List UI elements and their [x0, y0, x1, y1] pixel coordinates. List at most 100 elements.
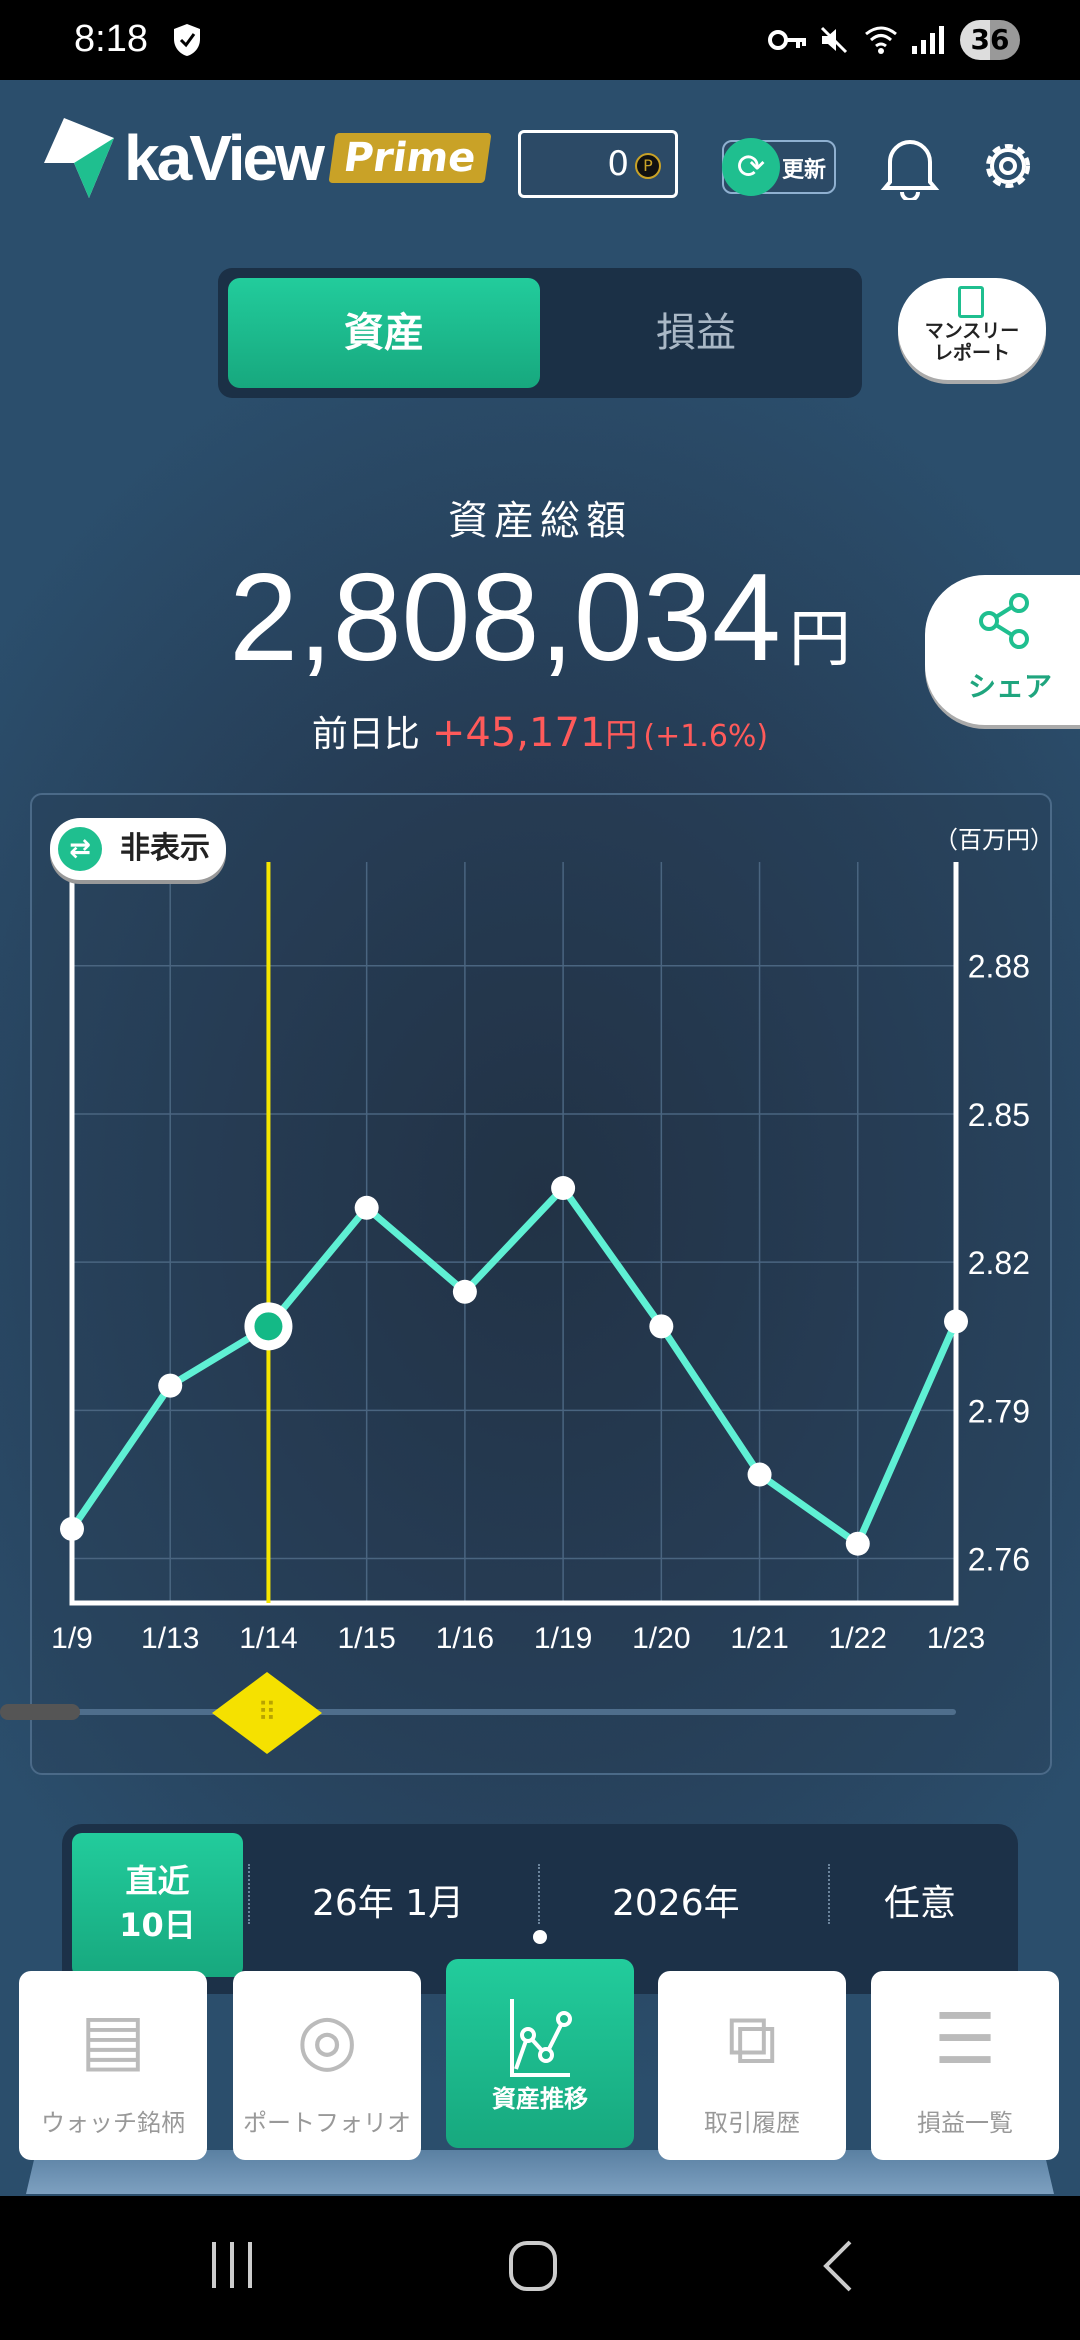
tab-label: 取引履歴: [704, 2109, 800, 2137]
monthly-report-label-1: マンスリー: [924, 320, 1020, 342]
watchlist-icon: ▤: [79, 1998, 147, 2080]
selected-data-point: [254, 1312, 283, 1341]
x-tick-label: 1/21: [730, 1622, 788, 1655]
x-tick-label: 1/20: [632, 1622, 690, 1655]
pl-list-icon: ☰: [933, 1998, 997, 2080]
period-month[interactable]: 26年 1月: [312, 1883, 465, 1924]
scrubber-left-edge: [0, 1704, 80, 1720]
portfolio-icon: ◎: [296, 1998, 358, 2080]
x-tick-label: 1/19: [534, 1622, 592, 1655]
y-tick-label: 2.76: [968, 1542, 1030, 1578]
points-icon: P: [635, 152, 661, 179]
x-tick-label: 1/13: [141, 1622, 199, 1655]
swap-icon: ⇄: [58, 827, 102, 871]
series-line: [69, 1182, 960, 1550]
tab-profit-loss-list[interactable]: ☰ 損益一覧: [871, 1971, 1059, 2160]
day-change-percent: (+1.6%): [643, 719, 769, 754]
key-icon: [768, 30, 806, 50]
day-change: 前日比 +45,171円 (+1.6%): [0, 705, 1080, 757]
divider: [538, 1864, 540, 1924]
data-point: [845, 1531, 870, 1556]
data-point: [452, 1279, 477, 1304]
system-nav-bar: [0, 2196, 1080, 2340]
tab-portfolio[interactable]: ◎ ポートフォリオ: [233, 1971, 421, 2160]
chart-axes: [69, 862, 959, 1606]
data-point: [551, 1176, 576, 1201]
asset-trend-icon: [510, 1999, 572, 2077]
divider: [248, 1864, 250, 1924]
share-icon: [979, 593, 1029, 649]
tab-assets[interactable]: 資産: [228, 278, 540, 388]
points-value: 0: [607, 144, 629, 184]
x-tick-label: 1/14: [239, 1622, 297, 1655]
day-change-value: +45,171: [431, 710, 606, 756]
total-assets-label: 資産総額: [448, 498, 632, 544]
data-point: [60, 1516, 84, 1541]
home-icon[interactable]: [508, 2240, 558, 2292]
recent-apps-icon[interactable]: [208, 2240, 256, 2290]
share-button[interactable]: シェア: [925, 575, 1080, 725]
status-bar: 8:18 36: [0, 0, 1080, 80]
data-point: [649, 1314, 674, 1339]
history-icon: ⧉: [727, 1998, 777, 2080]
bell-icon[interactable]: [880, 132, 940, 200]
tab-label: ポートフォリオ: [243, 2109, 411, 2137]
period-active-line2: 10日: [119, 1906, 196, 1944]
page-indicator-dot: [533, 1930, 547, 1944]
data-point: [747, 1462, 772, 1487]
total-assets-amount: 2,808,034 円: [0, 548, 1080, 710]
y-tick-label: 2.88: [968, 949, 1030, 985]
x-tick-label: 1/23: [927, 1622, 985, 1655]
y-tick-label: 2.85: [968, 1097, 1030, 1133]
wifi-icon: [865, 26, 897, 54]
tab-profit-loss[interactable]: 損益: [656, 310, 736, 356]
hide-label: 非表示: [120, 831, 210, 866]
day-change-unit: 円: [605, 716, 638, 754]
signal-icon: [912, 26, 944, 54]
mute-icon: [820, 26, 848, 54]
asset-line-chart[interactable]: 1/9 1/13 1/14 1/15 1/16 1/19 1/20 1/21 1/22 1/23 2…: [0, 0, 1080, 1780]
tab-asset-trend[interactable]: 資産推移: [446, 1959, 634, 2148]
logo-mark-icon: [44, 118, 114, 198]
view-toggle: 資産 損益: [218, 268, 862, 398]
gear-icon[interactable]: [978, 136, 1038, 196]
tab-label: 損益一覧: [917, 2109, 1013, 2137]
day-change-label: 前日比: [311, 714, 420, 755]
back-icon[interactable]: [820, 2240, 854, 2292]
clipboard-icon: [958, 286, 984, 318]
clock: 8:18: [74, 18, 148, 60]
data-point: [158, 1373, 183, 1398]
chart-scrubber-track[interactable]: [60, 1709, 956, 1715]
period-custom[interactable]: 任意: [884, 1883, 957, 1924]
refresh-label: 更新: [782, 158, 827, 183]
tab-trade-history[interactable]: ⧉ 取引履歴: [658, 1971, 846, 2160]
refresh-icon: ⟳: [722, 138, 780, 196]
x-tick-label: 1/15: [337, 1622, 395, 1655]
y-axis-unit: （百万円）: [934, 826, 1054, 854]
refresh-button[interactable]: ⟳ 更新: [722, 138, 836, 196]
period-recent-10-days[interactable]: 直近 10日: [72, 1833, 243, 1977]
data-point: [354, 1195, 379, 1220]
tab-label: ウォッチ銘柄: [41, 2109, 185, 2137]
shield-icon: [174, 24, 200, 56]
battery-indicator: 36: [960, 20, 1020, 60]
y-tick-label: 2.79: [968, 1393, 1030, 1429]
y-tick-label: 2.82: [968, 1245, 1030, 1281]
app-logo: kaView Prime: [44, 118, 491, 198]
tab-watchlist[interactable]: ▤ ウォッチ銘柄: [19, 1971, 207, 2160]
period-active-line1: 直近: [125, 1862, 190, 1900]
monthly-report-label-2: レポート: [933, 342, 1010, 364]
tab-label: 資産推移: [492, 2085, 588, 2113]
x-tick-label: 1/9: [51, 1622, 93, 1655]
data-point: [944, 1309, 968, 1334]
divider: [828, 1864, 830, 1924]
share-label: シェア: [967, 670, 1052, 703]
x-tick-label: 1/22: [829, 1622, 887, 1655]
x-tick-label: 1/16: [436, 1622, 494, 1655]
logo-text: kaView: [124, 122, 325, 194]
chart-card: [30, 793, 1052, 1775]
hide-button[interactable]: ⇄ 非表示: [50, 818, 226, 880]
period-year[interactable]: 2026年: [612, 1883, 740, 1924]
monthly-report-button[interactable]: マンスリー レポート: [898, 278, 1046, 380]
